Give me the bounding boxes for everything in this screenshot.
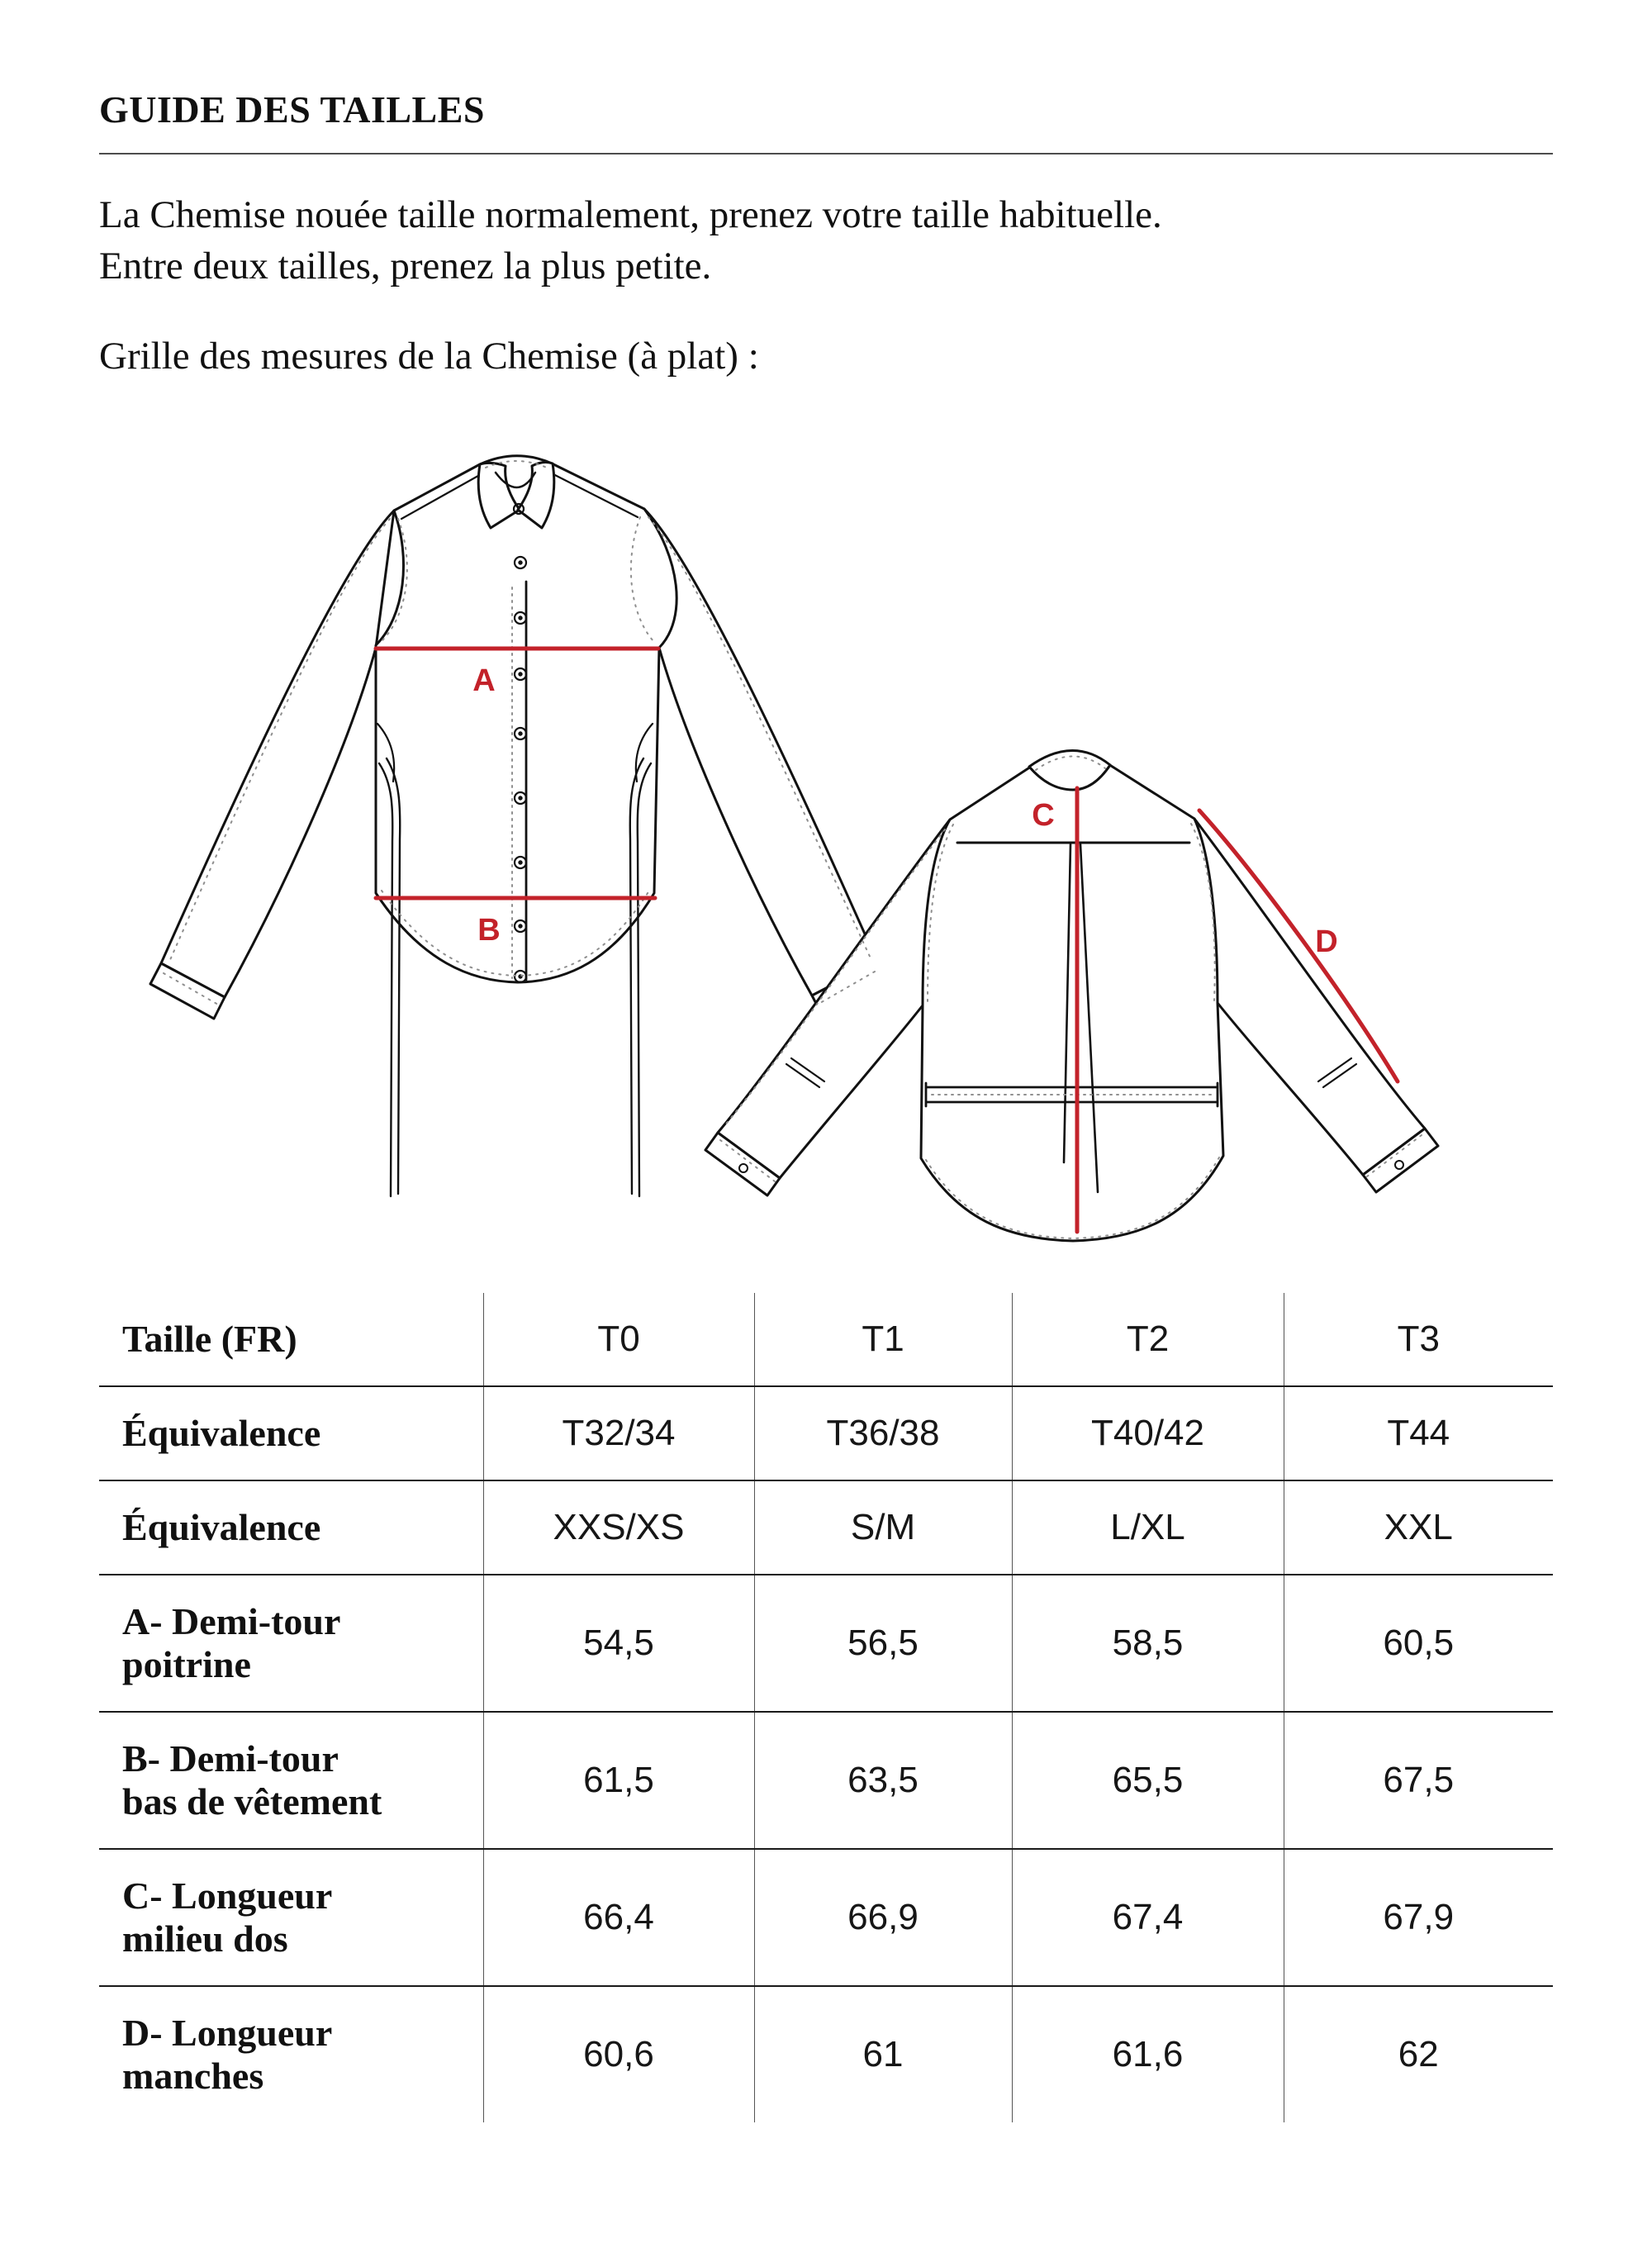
size-value-cell: 66,4 [482,1847,754,1986]
back-shirt-drawing [704,749,1440,1243]
stitch-lines [163,460,1422,1240]
table-row: A- Demi-tour poitrine 54,5 56,5 58,5 60,5 [99,1574,1553,1712]
size-value-cell: 67,9 [1283,1847,1553,1986]
size-value-cell: T40/42 [1011,1385,1284,1481]
measurements-caption: Grille des mesures de la Chemise (à plat… [99,335,759,378]
size-diagram-svg: A B C D [149,454,1440,1243]
measure-label-c: C [1032,798,1054,833]
size-guide-page: GUIDE DES TAILLES La Chemise nouée taill… [99,0,1553,2122]
table-row: Équivalence T32/34 T36/38 T40/42 T44 [99,1385,1553,1481]
size-value-cell: T2 [1011,1293,1284,1387]
size-value-cell: 60,5 [1283,1574,1553,1712]
row-header-cell: Équivalence [99,1480,483,1575]
table-row: Équivalence XXS/XS S/M L/XL XXL [99,1480,1553,1575]
intro-line-2: Entre deux tailles, prenez la plus petit… [99,245,712,288]
row-header-cell: A- Demi-tour poitrine [99,1574,483,1712]
front-collar-left [477,462,521,530]
size-value-cell: 63,5 [753,1711,1012,1849]
size-value-cell: 67,5 [1283,1711,1553,1849]
back-left-sleeve [716,818,952,1180]
front-right-tie [636,762,653,1198]
row-header-cell: Taille (FR) [122,1318,297,1361]
size-value-cell: T44 [1283,1385,1553,1481]
size-table-body: Taille (FR) T0 T1 T2 T3 Équivalence T32/34 T36/… [99,1293,1553,2122]
size-value-cell: T32/34 [482,1385,754,1481]
front-collar-right [516,461,556,530]
size-value-cell: 58,5 [1011,1574,1284,1712]
size-value-cell: S/M [753,1480,1012,1575]
size-value-cell: 62 [1283,1984,1553,2122]
size-value-cell: 61,5 [482,1711,754,1849]
row-header-cell: Équivalence [99,1385,483,1481]
row-header-cell: B- Demi-tour bas de vêtement [99,1711,483,1849]
size-value-cell: XXS/XS [482,1480,754,1575]
front-left-cuff [149,962,226,1020]
size-value-cell: 61 [753,1984,1012,2122]
table-row: C- Longueur milieu dos 66,4 66,9 67,4 67,9 [99,1847,1553,1986]
measure-label-d: D [1315,924,1337,959]
front-left-tie [377,762,394,1198]
size-value-cell: 65,5 [1011,1711,1284,1849]
measurement-annotations [373,646,1400,1234]
table-row: B- Demi-tour bas de vêtement 61,5 63,5 65,5… [99,1711,1553,1849]
front-right-sleeve [643,507,879,997]
size-value-cell: L/XL [1011,1480,1284,1575]
row-header-cell: D- Longueur manches [99,1984,483,2122]
shirt-measurement-diagram: A B C D [99,393,1553,1257]
back-body [919,756,1225,1243]
size-value-cell: T0 [482,1293,754,1387]
size-value-cell: XXL [1283,1480,1553,1575]
table-row: Taille (FR) T0 T1 T2 T3 [99,1293,1553,1387]
measure-label-b: B [477,913,500,948]
front-shirt-drawing [149,454,890,1198]
size-value-cell: 66,9 [753,1847,1012,1986]
size-value-cell: 61,6 [1011,1984,1284,2122]
size-value-cell: T3 [1283,1293,1553,1387]
front-left-sleeve [159,509,396,999]
back-right-sleeve [1193,817,1427,1176]
size-value-cell: T1 [753,1293,1012,1387]
intro-line-1: La Chemise nouée taille normalement, pre… [99,193,1162,236]
front-buttons [512,503,528,984]
measure-line-d [1197,808,1400,1084]
size-value-cell: 54,5 [482,1574,754,1712]
intro-paragraph: La Chemise nouée taille normalement, pre… [99,189,1553,292]
size-value-cell: T36/38 [753,1385,1012,1481]
back-collar [1028,749,1112,791]
row-header-cell: C- Longueur milieu dos [99,1847,483,1986]
measure-label-a: A [472,663,495,698]
table-row: D- Longueur manches 60,6 61 61,6 62 [99,1984,1553,2122]
page-title: GUIDE DES TAILLES [99,0,1553,154]
size-value-cell: 67,4 [1011,1847,1284,1986]
size-value-cell: 56,5 [753,1574,1012,1712]
size-table: Taille (FR) T0 T1 T2 T3 Équivalence T32/34 T36/… [99,1293,1553,2122]
back-waist-tie [924,1081,1219,1108]
size-value-cell: 60,6 [482,1984,754,2122]
